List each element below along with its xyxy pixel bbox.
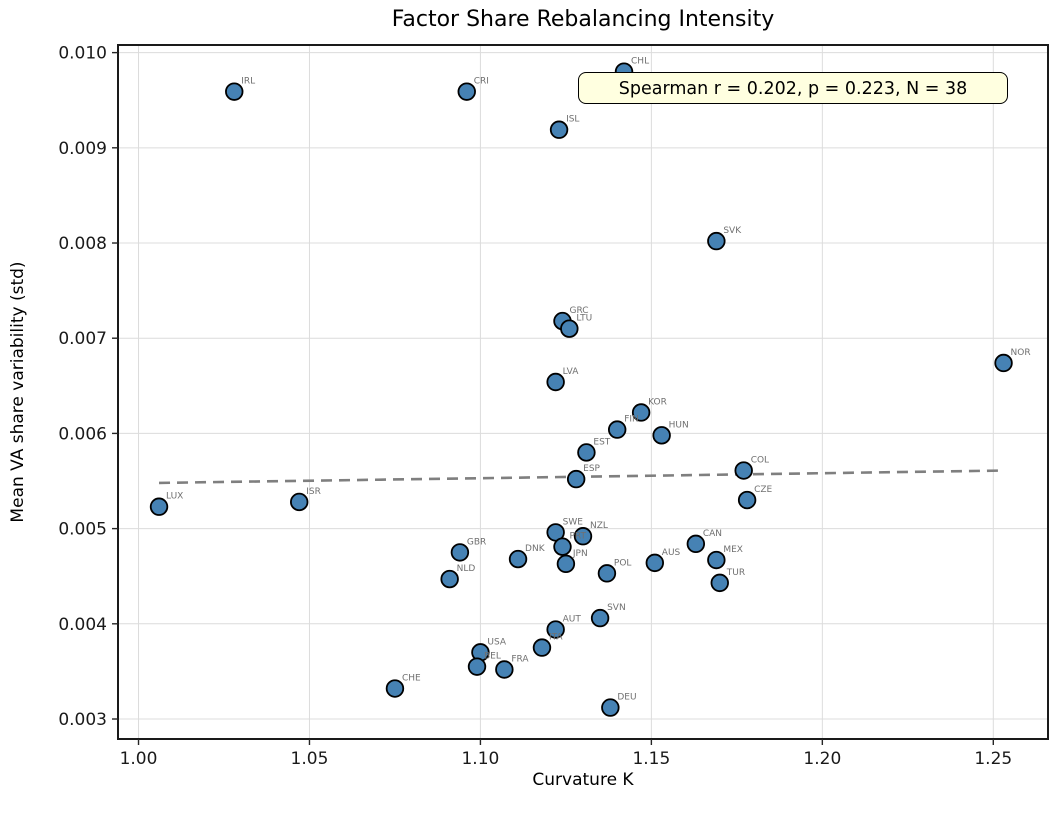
- point-label-SWE: SWE: [563, 517, 584, 527]
- point-label-EST: EST: [593, 437, 610, 447]
- point-label-ITA: ITA: [549, 633, 563, 643]
- plot-border: [117, 44, 1049, 740]
- data-point-FIN: [607, 420, 627, 439]
- data-point-DEU: [601, 698, 620, 717]
- point-label-CZE: CZE: [754, 485, 772, 495]
- x-tick-label: 1.00: [120, 749, 158, 769]
- data-point-MEX: [707, 550, 726, 570]
- point-label-HUN: HUN: [669, 420, 689, 430]
- data-point-FRA: [495, 660, 514, 679]
- data-point-AUS: [645, 553, 665, 573]
- data-point-ITA: [532, 638, 552, 657]
- point-label-LUX: LUX: [166, 492, 183, 502]
- point-label-ESP: ESP: [583, 464, 600, 474]
- point-label-MEX: MEX: [723, 545, 743, 555]
- point-label-LVA: LVA: [563, 367, 580, 377]
- point-label-CHL: CHL: [631, 57, 649, 67]
- data-point-SVN: [590, 608, 610, 628]
- data-point-PRT: [553, 537, 572, 556]
- point-label-NOR: NOR: [1011, 348, 1031, 358]
- data-point-DNK: [508, 549, 528, 569]
- x-tick-label: 1.10: [461, 749, 499, 769]
- point-label-DNK: DNK: [525, 544, 546, 554]
- x-tick-label: 1.25: [974, 749, 1012, 769]
- y-tick-label: 0.003: [58, 710, 107, 730]
- stats-annotation: Spearman r = 0.202, p = 0.223, N = 38: [578, 72, 1008, 104]
- point-label-CHE: CHE: [402, 674, 421, 684]
- data-point-COL: [734, 461, 753, 480]
- point-label-IRL: IRL: [241, 77, 255, 87]
- y-tick-label: 0.007: [58, 329, 107, 349]
- point-label-NZL: NZL: [590, 521, 608, 531]
- point-label-LTU: LTU: [576, 314, 592, 324]
- data-point-ISR: [290, 492, 309, 512]
- x-axis-label: Curvature K: [532, 770, 634, 790]
- chart-title: Factor Share Rebalancing Intensity: [391, 7, 775, 32]
- data-point-CZE: [737, 490, 757, 510]
- data-point-HUN: [652, 426, 671, 445]
- point-label-GRC: GRC: [569, 306, 588, 316]
- point-label-ISL: ISL: [566, 115, 579, 125]
- data-point-AUT: [546, 620, 565, 639]
- y-tick-label: 0.009: [58, 139, 107, 159]
- y-tick-label: 0.010: [58, 44, 107, 64]
- point-label-KOR: KOR: [648, 397, 667, 407]
- point-label-BEL: BEL: [484, 652, 501, 662]
- point-label-TUR: TUR: [726, 568, 745, 578]
- data-point-POL: [597, 564, 617, 583]
- point-label-CRI: CRI: [474, 77, 489, 87]
- data-point-LVA: [546, 372, 565, 392]
- y-tick-label: 0.006: [58, 424, 107, 444]
- point-label-SVK: SVK: [723, 226, 742, 236]
- data-point-KOR: [631, 403, 651, 422]
- y-axis-label: Mean VA share variability (std): [8, 261, 28, 523]
- data-point-CRI: [457, 82, 476, 101]
- point-label-FRA: FRA: [511, 655, 529, 665]
- data-point-SVK: [707, 231, 726, 251]
- point-label-SVN: SVN: [607, 603, 626, 613]
- data-point-NZL: [573, 527, 593, 546]
- data-point-ESP: [566, 469, 586, 489]
- point-label-USA: USA: [487, 637, 506, 647]
- x-tick-label: 1.05: [291, 749, 329, 769]
- point-label-ISR: ISR: [306, 487, 321, 497]
- point-label-DEU: DEU: [617, 693, 636, 703]
- point-label-GBR: GBR: [467, 537, 486, 547]
- data-point-GBR: [450, 543, 470, 562]
- x-tick-label: 1.15: [632, 749, 670, 769]
- point-label-POL: POL: [614, 558, 632, 568]
- data-point-CAN: [686, 534, 706, 554]
- point-label-AUT: AUT: [563, 615, 582, 625]
- data-point-IRL: [225, 82, 244, 101]
- data-point-LTU: [560, 319, 579, 338]
- y-tick-label: 0.005: [58, 520, 107, 540]
- data-point-LUX: [149, 497, 169, 516]
- point-label-AUS: AUS: [662, 548, 681, 558]
- point-label-PRT: PRT: [569, 532, 586, 542]
- point-label-JPN: JPN: [572, 549, 588, 559]
- data-point-TUR: [710, 573, 729, 593]
- point-label-NLD: NLD: [457, 564, 476, 574]
- data-point-NOR: [994, 353, 1013, 373]
- y-tick-label: 0.004: [58, 615, 107, 635]
- y-tick-label: 0.008: [58, 234, 107, 254]
- data-point-ISL: [549, 120, 569, 139]
- x-tick-label: 1.20: [803, 749, 841, 769]
- point-label-COL: COL: [751, 456, 769, 466]
- data-point-CHE: [385, 679, 405, 698]
- point-label-CAN: CAN: [703, 529, 722, 539]
- data-point-NLD: [440, 569, 459, 589]
- data-point-EST: [577, 443, 596, 462]
- point-label-FIN: FIN: [624, 415, 639, 425]
- data-point-JPN: [556, 554, 576, 574]
- data-point-BEL: [467, 657, 487, 676]
